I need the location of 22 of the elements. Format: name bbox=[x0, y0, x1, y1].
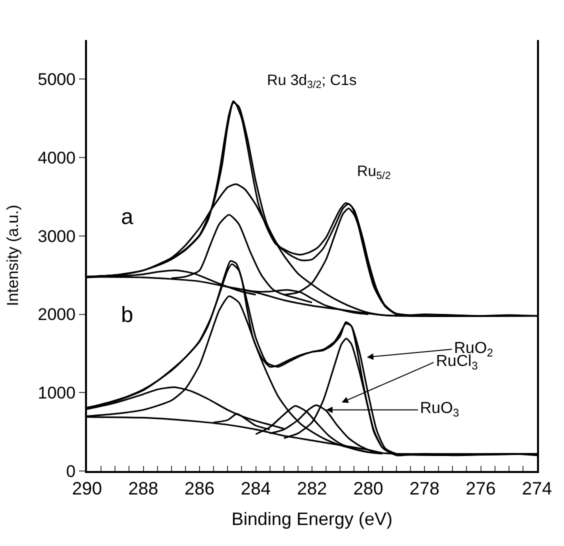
annotation: Ru$_{5/2}$ bbox=[357, 163, 391, 182]
annotation: b bbox=[121, 302, 134, 327]
y-axis-title: Intensity (a.u.) bbox=[5, 204, 22, 306]
x-axis-title: Binding Energy (eV) bbox=[231, 509, 393, 530]
y-tick-label: 1000 bbox=[38, 384, 76, 403]
annotation: a bbox=[121, 204, 134, 229]
x-tick-label: 278 bbox=[409, 478, 440, 499]
x-tick-label: 280 bbox=[353, 478, 384, 499]
annotation: RuO$_{3}$ bbox=[420, 400, 460, 420]
x-tick-label: 290 bbox=[72, 478, 102, 499]
y-tick-label: 3000 bbox=[38, 226, 76, 246]
annotation: Ru 3d$_{3/2}$; C1s bbox=[267, 72, 357, 92]
x-tick-label: 274 bbox=[522, 478, 552, 499]
x-tick-label: 286 bbox=[184, 478, 215, 499]
y-tick-label: 4000 bbox=[38, 148, 76, 168]
x-tick-label: 282 bbox=[296, 478, 328, 499]
y-tick-label: 5000 bbox=[38, 70, 76, 90]
x-tick-label: 288 bbox=[128, 478, 158, 499]
y-tick-label: 2000 bbox=[38, 305, 76, 324]
y-tick-label: 0 bbox=[66, 462, 76, 481]
x-tick-label: 276 bbox=[466, 478, 496, 499]
x-tick-label: 284 bbox=[240, 478, 271, 499]
